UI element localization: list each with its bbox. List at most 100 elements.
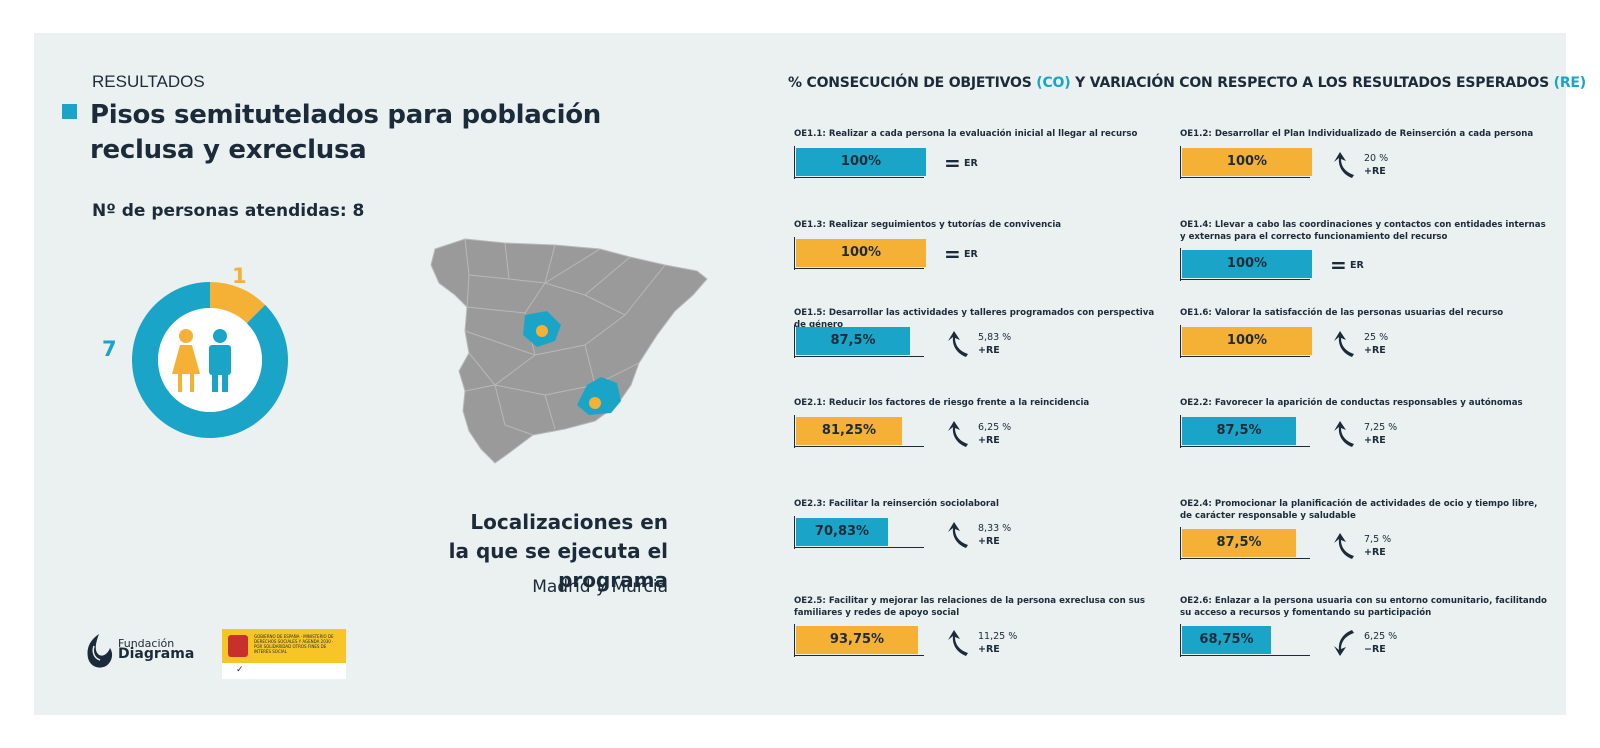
donut-label-male: 7 — [102, 337, 117, 361]
objective-bar — [1182, 327, 1312, 355]
objective-bar-chart: 87,5% — [1180, 415, 1310, 451]
variation-value: 6,25 % −RE — [1364, 631, 1398, 655]
objective-bar — [1182, 626, 1271, 654]
objective-axis-left — [794, 624, 795, 657]
objective-value-label: 87,5% — [1216, 535, 1262, 550]
objective-bar-chart: 100% — [1180, 146, 1312, 182]
objective-value-label: 87,5% — [1216, 423, 1262, 438]
objective-bar-chart: 87,5% — [1180, 527, 1310, 563]
male-icon — [209, 329, 231, 392]
objective-bar — [796, 148, 926, 176]
objective-value-label: 81,25% — [821, 423, 877, 438]
gender-donut-chart — [132, 282, 288, 438]
female-icon — [172, 329, 200, 392]
heading-part1: % CONSECUCIÓN DE OBJETIVOS — [788, 75, 1037, 91]
arrow-up-icon — [948, 522, 968, 548]
province-borders — [464, 238, 666, 436]
equal-icon: = — [944, 151, 961, 175]
objective-label: OE2.5: Facilitar y mejorar las relacione… — [794, 596, 1146, 618]
objective-axis — [1180, 279, 1310, 280]
objective-label: OE2.3: Facilitar la reinserción sociolab… — [794, 499, 999, 509]
variation-value: 7,25 % +RE — [1364, 422, 1398, 446]
objective-value-label: 70,83% — [814, 524, 870, 539]
arrow-up-icon — [1334, 533, 1354, 559]
objective-label: OE1.6: Valorar la satisfacción de las pe… — [1180, 308, 1504, 318]
objective-axis — [794, 655, 924, 656]
logo-line2: Diagrama — [118, 646, 195, 662]
objective-axis-left — [1180, 415, 1181, 448]
objective-bar — [1182, 148, 1312, 176]
objective-variation: 20 % +RE — [1330, 150, 1450, 184]
objective-label: OE2.4: Promocionar la planificación de a… — [1180, 499, 1538, 521]
fundacion-diagrama-logo-text: Fundación Diagrama — [118, 637, 195, 662]
variation-label: ER — [964, 158, 978, 169]
objective-label: OE1.2: Desarrollar el Plan Individualiza… — [1180, 129, 1534, 139]
objective-axis — [794, 547, 924, 548]
objective-bar-chart: 68,75% — [1180, 624, 1310, 660]
variation-value: 7,5 % +RE — [1364, 534, 1392, 558]
objective-variation: 25 % +RE — [1330, 329, 1450, 363]
objective-axis-left — [1180, 624, 1181, 657]
objective-value-label: 100% — [840, 154, 882, 169]
objective-label: OE2.6: Enlazar a la persona usuaria con … — [1180, 596, 1547, 618]
arrow-down-icon — [1334, 630, 1354, 656]
objective-bar — [1182, 417, 1296, 445]
spain-map — [430, 238, 708, 464]
objective-11: OE2.5: Facilitar y mejorar las relacione… — [794, 595, 1179, 685]
objective-bar-chart: 81,25% — [794, 415, 924, 451]
objectives-heading: % CONSECUCIÓN DE OBJETIVOS (CO) Y VARIAC… — [788, 75, 1586, 91]
arrow-up-icon — [948, 331, 968, 357]
locations-names: Madrid y Murcia — [532, 577, 668, 597]
title-marker — [62, 104, 77, 119]
arrow-up-icon — [948, 630, 968, 656]
donut-slice-mujeres — [210, 282, 266, 324]
objective-3: OE1.3: Realizar seguimientos y tutorías … — [794, 219, 1179, 309]
objective-variation: 5,83 % +RE — [944, 329, 1064, 363]
objective-axis — [794, 177, 924, 178]
variation-value: 25 % +RE — [1364, 332, 1389, 356]
locations-title-line2: la que se ejecuta el programa — [448, 539, 668, 592]
objective-variation: = ER — [944, 148, 1064, 182]
gov-logo-text: GOBIERNO DE ESPAÑA · MINISTERIO DE DEREC… — [254, 634, 334, 654]
objective-bar — [796, 626, 918, 654]
objective-bar — [1182, 250, 1312, 278]
objective-variation: 6,25 % +RE — [944, 419, 1064, 453]
arrow-up-icon — [1334, 421, 1354, 447]
objective-bar-chart: 100% — [794, 237, 926, 273]
equal-icon: = — [1330, 253, 1347, 277]
locations-title-line1: Localizaciones en — [470, 510, 668, 534]
objective-bar-chart: 93,75% — [794, 624, 924, 660]
objective-bar-chart: 87,5% — [794, 325, 924, 361]
variation-label: ER — [1350, 260, 1364, 271]
objective-axis-left — [794, 415, 795, 448]
objective-axis-left — [1180, 325, 1181, 358]
objective-1: OE1.1: Realizar a cada persona la evalua… — [794, 128, 1179, 218]
objective-bar — [796, 327, 910, 355]
objective-bar-chart: 100% — [794, 146, 926, 182]
objective-8: OE2.2: Favorecer la aparición de conduct… — [1180, 397, 1565, 487]
checkmark-icon: ✓ — [236, 665, 244, 675]
arrow-up-icon — [1334, 152, 1354, 178]
objective-axis — [1180, 177, 1310, 178]
donut-slice-hombres — [132, 282, 288, 438]
objective-variation: 6,25 % −RE — [1330, 628, 1450, 662]
objective-variation: = ER — [944, 239, 1064, 273]
gobierno-logo: GOBIERNO DE ESPAÑA · MINISTERIO DE DEREC… — [222, 629, 346, 679]
objective-7: OE2.1: Reducir los factores de riesgo fr… — [794, 397, 1179, 487]
objective-10: OE2.4: Promocionar la planificación de a… — [1180, 498, 1565, 588]
objective-label: OE2.2: Favorecer la aparición de conduct… — [1180, 398, 1523, 408]
objective-variation: 7,25 % +RE — [1330, 419, 1450, 453]
objective-variation: 11,25 % +RE — [944, 628, 1064, 662]
objective-value-label: 100% — [840, 245, 882, 260]
logo-line1: Fundación — [118, 637, 175, 650]
objective-variation: 8,33 % +RE — [944, 520, 1064, 554]
heading-co: (CO) — [1036, 75, 1071, 91]
objective-axis-left — [794, 237, 795, 270]
objective-4: OE1.4: Llevar a cabo las coordinaciones … — [1180, 219, 1565, 309]
objective-label: OE1.4: Llevar a cabo las coordinaciones … — [1180, 220, 1546, 242]
objective-9: OE2.3: Facilitar la reinserción sociolab… — [794, 498, 1179, 588]
fundacion-diagrama-logo-icon — [87, 634, 113, 668]
objective-value-label: 93,75% — [829, 632, 885, 647]
objective-bar — [796, 239, 926, 267]
objective-axis — [794, 356, 924, 357]
